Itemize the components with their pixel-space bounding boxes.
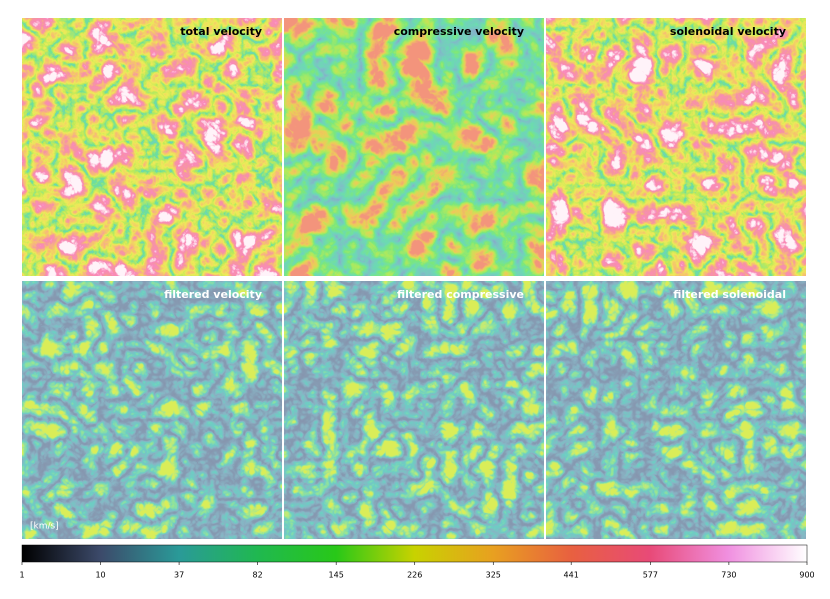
- colorbar-tick-label: 1: [19, 571, 24, 580]
- panel-title: filtered velocity: [164, 288, 262, 301]
- panel-title: filtered solenoidal: [673, 288, 786, 301]
- panel-image: [546, 281, 806, 539]
- panel-image: [284, 281, 544, 539]
- panel-title: total velocity: [180, 25, 262, 38]
- colorbar-tick-label: 37: [174, 571, 184, 580]
- colorbar-tick-label: 145: [329, 571, 344, 580]
- colorbar-tick-label: 82: [253, 571, 263, 580]
- panel-image: [546, 18, 806, 276]
- panel-image: [284, 18, 544, 276]
- colorbar: [21, 544, 808, 563]
- panel-image: [22, 18, 282, 276]
- colorbar-tick-label: 441: [564, 571, 579, 580]
- colorbar-tick-label: 325: [486, 571, 501, 580]
- panel-title: solenoidal velocity: [670, 25, 786, 38]
- colorbar-tick-label: 730: [721, 571, 736, 580]
- panel-image: [22, 281, 282, 539]
- colorbar-tick-label: 900: [799, 571, 814, 580]
- colorbar-tick-label: 10: [95, 571, 105, 580]
- panel-title: compressive velocity: [394, 25, 524, 38]
- unit-label: [km/s]: [30, 522, 59, 532]
- panel-title: filtered compressive: [397, 288, 524, 301]
- colorbar-tick-label: 577: [643, 571, 658, 580]
- colorbar-tick-label: 226: [407, 571, 422, 580]
